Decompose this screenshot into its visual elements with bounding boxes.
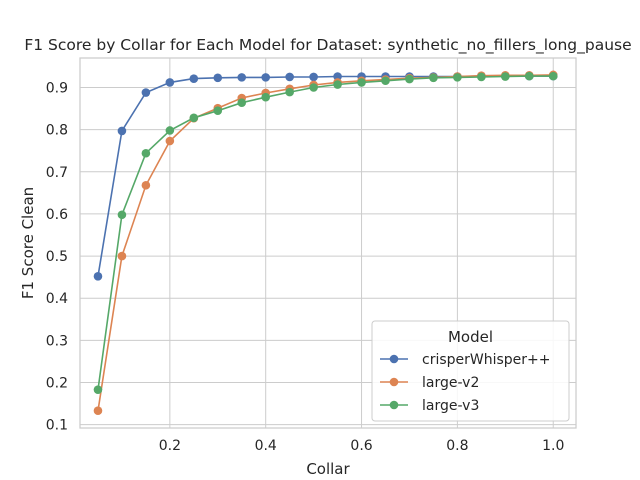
data-point xyxy=(453,73,462,82)
y-tick-labels: 0.1 0.2 0.3 0.4 0.5 0.6 0.7 0.8 0.9 xyxy=(46,80,68,433)
legend-entry: crisperWhisper++ xyxy=(380,352,551,368)
data-point xyxy=(165,126,175,135)
y-tick-label: 0.3 xyxy=(46,333,68,349)
data-point xyxy=(189,113,199,123)
legend-box xyxy=(371,320,570,422)
data-point xyxy=(261,73,271,82)
data-point xyxy=(93,385,103,394)
y-tick-label: 0.9 xyxy=(46,80,68,96)
data-point xyxy=(309,72,318,82)
x-tick-labels: 0.2 0.4 0.6 0.8 1.0 xyxy=(159,438,565,454)
data-point xyxy=(237,73,247,82)
data-point xyxy=(93,271,103,281)
data-point xyxy=(548,71,558,81)
data-point xyxy=(93,406,103,416)
y-tick-label: 0.7 xyxy=(46,165,68,181)
gridlines xyxy=(80,58,576,428)
data-point xyxy=(333,72,342,81)
data-point xyxy=(141,180,151,190)
legend: Model crisperWhisper++ large-v2 large-v3 xyxy=(371,320,570,422)
data-point xyxy=(429,73,438,83)
data-point xyxy=(189,74,199,83)
data-point xyxy=(141,148,151,158)
y-tick-label: 0.4 xyxy=(46,291,68,307)
data-point xyxy=(285,72,294,82)
series-layer xyxy=(93,70,558,416)
data-point xyxy=(261,92,271,102)
x-axis-label: Collar xyxy=(306,460,350,478)
x-tick-label: 0.4 xyxy=(255,438,277,454)
x-tick-label: 0.6 xyxy=(350,438,372,454)
series-large-v3 xyxy=(93,71,558,394)
data-point xyxy=(309,83,318,92)
x-tick-label: 0.8 xyxy=(446,438,468,454)
data-point xyxy=(165,136,175,146)
chart-title: F1 Score by Collar for Each Model for Da… xyxy=(24,36,631,55)
legend-label: crisperWhisper++ xyxy=(422,352,551,368)
legend-entries: crisperWhisper++ large-v2 large-v3 xyxy=(380,352,551,414)
legend-entry: large-v2 xyxy=(380,375,479,391)
x-tick-label: 1.0 xyxy=(542,438,564,454)
data-point xyxy=(285,87,294,97)
y-tick-label: 0.2 xyxy=(46,375,68,391)
data-point xyxy=(117,126,127,136)
data-point xyxy=(213,106,223,115)
data-point xyxy=(117,251,127,261)
y-axis-label: F1 Score Clean xyxy=(19,187,37,299)
legend-title: Model xyxy=(448,328,493,346)
data-point xyxy=(237,98,247,107)
x-tick-label: 0.2 xyxy=(159,438,181,454)
data-point xyxy=(501,72,510,81)
legend-marker xyxy=(389,400,399,410)
data-point xyxy=(477,72,486,82)
data-point xyxy=(524,71,534,81)
y-tick-label: 0.1 xyxy=(46,418,68,434)
legend-marker xyxy=(389,354,399,364)
data-point xyxy=(213,73,223,83)
y-tick-label: 0.5 xyxy=(46,249,68,265)
data-point xyxy=(117,210,127,220)
data-point xyxy=(381,76,390,86)
legend-label: large-v2 xyxy=(422,375,479,391)
legend-entry: large-v3 xyxy=(380,398,479,414)
y-tick-label: 0.8 xyxy=(46,123,68,139)
data-point xyxy=(405,74,414,84)
plot-frame xyxy=(79,57,577,429)
data-point xyxy=(357,78,366,87)
legend-label: large-v3 xyxy=(422,398,479,414)
data-point xyxy=(165,78,175,87)
data-point xyxy=(141,88,151,97)
data-point xyxy=(333,80,342,89)
legend-marker xyxy=(389,377,399,387)
y-tick-label: 0.6 xyxy=(46,207,68,223)
